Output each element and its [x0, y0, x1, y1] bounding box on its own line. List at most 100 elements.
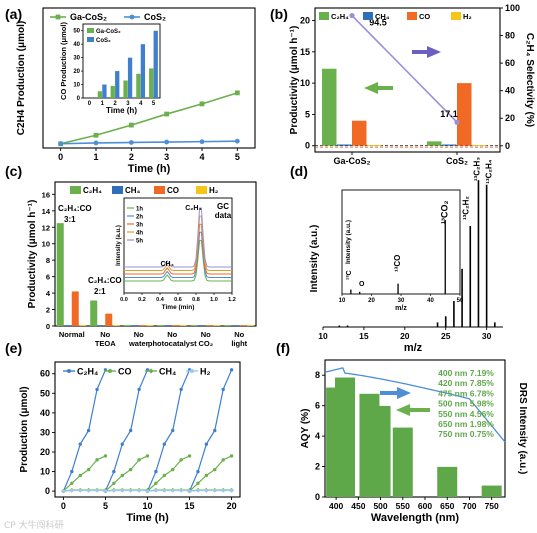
panel-f-drs-curve	[324, 367, 506, 443]
panel-e-point-H2	[196, 488, 200, 493]
panel-a-xtick-label: 2	[129, 152, 134, 162]
panel-b-ylabel: Productivity (μmol h⁻¹)	[289, 26, 300, 135]
panel-d-inset-peak-label: ¹³CO₂	[439, 201, 449, 225]
panel-e-xtick-label: 20	[227, 501, 237, 511]
panel-c-inset-annotation: data	[215, 211, 232, 220]
panel-a-point-CoS2	[93, 140, 99, 146]
panel-c-xtick-label: No	[234, 330, 244, 339]
panel-e-point-CO	[95, 458, 99, 462]
panel-a-inset-bar-Ga-CoS2	[110, 85, 115, 98]
panel-c-bar-CO	[105, 313, 113, 326]
panel-e-point-C2H4	[213, 428, 217, 433]
panel-e-xtick-label: 15	[185, 501, 195, 511]
panel-c-inset-xtick-label: 0.4	[156, 297, 165, 303]
panel-b-y2tick-label: 60	[505, 58, 515, 68]
panel-a-inset-bar-CoS2	[115, 71, 120, 98]
panel-b-bar-H2	[472, 145, 487, 146]
panel-c-bar-H2	[79, 325, 87, 326]
panel-e-label: (e)	[5, 340, 22, 356]
panel-f-label: (f)	[276, 340, 290, 356]
panel-e-line-H2	[147, 489, 190, 492]
panel-c-xtick-label: No	[100, 330, 110, 339]
panel-e-point-CO	[154, 481, 158, 486]
panel-e-line-H2	[105, 489, 148, 492]
panel-c-bar-C2H4	[90, 300, 98, 326]
panel-e: 0 5 10 15 20 0 10 20 30 40 50 60 Time (h) Production …	[5, 340, 241, 524]
panel-c-legend-label: H₂	[209, 186, 219, 195]
panel-e-point-CO	[137, 458, 141, 462]
panel-e-point-C2H4	[229, 368, 234, 372]
panel-a-inset-bar-CoS2	[140, 44, 146, 98]
panel-c-bar-H2	[179, 325, 187, 326]
panel-e-point-CO	[204, 473, 209, 478]
panel-e-point-H2	[128, 488, 133, 493]
panel-e-point-CO	[179, 458, 183, 462]
panel-a-legend-marker	[129, 14, 135, 20]
panel-e-legend-marker	[108, 369, 112, 373]
panel-b-selectivity-point	[454, 119, 460, 125]
panel-a-point-CoS2	[199, 139, 205, 145]
panel-c-bar-C2H4	[190, 325, 198, 326]
panel-e-point-CO	[196, 481, 200, 486]
panel-a-inset-bar-CoS2	[102, 84, 107, 98]
panel-e-ytick-label: 10	[40, 467, 50, 477]
panel-e-point-H2	[221, 488, 225, 493]
panel-e-line-C2H4	[146, 369, 191, 492]
panel-c-bar-H2	[246, 325, 254, 326]
panel-a-inset-legend-swatch	[87, 28, 94, 33]
panel-b-label: (b)	[270, 6, 288, 22]
panel-f-ytick-label: 2	[315, 462, 320, 472]
panel-d-inset-peak-label: O	[359, 281, 365, 288]
panel-e-ytick-label: 30	[40, 427, 50, 437]
panel-c-inset-xlabel: Time (min)	[162, 304, 195, 311]
panel-e-point-H2	[204, 488, 209, 493]
panel-e-ylabel: Production (μmol)	[19, 386, 30, 472]
panel-e-ytick-label: 40	[40, 408, 50, 418]
panel-b-axes	[314, 7, 501, 153]
panel-e-point-C2H4	[137, 387, 141, 392]
panel-c-bar-CH4	[64, 325, 72, 326]
panel-a-inset-legend-label: Ga-CoS₂	[96, 29, 121, 35]
panel-c-ytick-label: 6	[46, 273, 50, 282]
panel-e-point-H2	[112, 488, 116, 493]
panel-c-inset-ylabel: Intensity (a.u.)	[116, 225, 122, 266]
panel-c-bar-C2H4	[157, 325, 165, 326]
panel-a-label: (a)	[5, 6, 22, 22]
panel-f-axes	[324, 359, 506, 498]
panel-f-ylabel: AQY (%)	[300, 409, 311, 449]
panel-e-point-C2H4	[179, 387, 183, 392]
panel-e-point-CO	[86, 467, 91, 472]
panel-e-point-CO	[145, 454, 150, 458]
panel-c-inset-xtick-label: 0.2	[138, 297, 146, 303]
panel-f-arrow-left	[396, 404, 430, 416]
panel-c-xtick-label: No	[134, 330, 144, 339]
panel-a-inset-xtick: 5	[152, 101, 156, 107]
panel-e-point-CO	[229, 454, 234, 458]
panel-e-point-CO	[112, 481, 116, 486]
panel-f-table-row: 500 nm 5.98%	[438, 399, 494, 409]
panel-a-inset-bar-Ga-CoS2	[136, 73, 141, 98]
panel-c-inset-curve-1h	[124, 239, 232, 282]
panel-a-inset-ytick-label: 30	[73, 56, 80, 62]
panel-b-y2tick-label: 0	[505, 141, 510, 151]
panel-c-bar-H2	[112, 325, 120, 326]
panel-a-inset-bar-CoS2	[153, 30, 158, 98]
panel-a-point-Ga-CoS2	[234, 90, 240, 96]
panel-c-inset-peak-label: CH₄	[160, 261, 173, 268]
panel-d-xtick-label: 30	[482, 331, 492, 341]
panel-e-point-C2H4	[95, 387, 99, 392]
panel-e-line-CO	[147, 455, 190, 492]
panel-e-ytick-label: 50	[40, 388, 50, 398]
panel-a-inset-ytick-label: 40	[73, 42, 80, 48]
panel-a-inset-bar-Ga-CoS2	[149, 68, 154, 98]
panel-c-bar-C2H4	[123, 325, 131, 326]
panel-e-axes	[54, 361, 241, 498]
panel-f-xtick-label: 750	[485, 501, 499, 511]
panel-a-point-CoS2	[58, 141, 64, 147]
panel-c-ytick-label: 12	[42, 223, 50, 232]
panel-b-arrow-left	[364, 82, 393, 94]
panel-b-ytick-label: 20	[300, 16, 310, 26]
panel-e-point-C2H4	[162, 442, 167, 446]
panel-d-inset-xtick-label: 40	[427, 298, 434, 304]
